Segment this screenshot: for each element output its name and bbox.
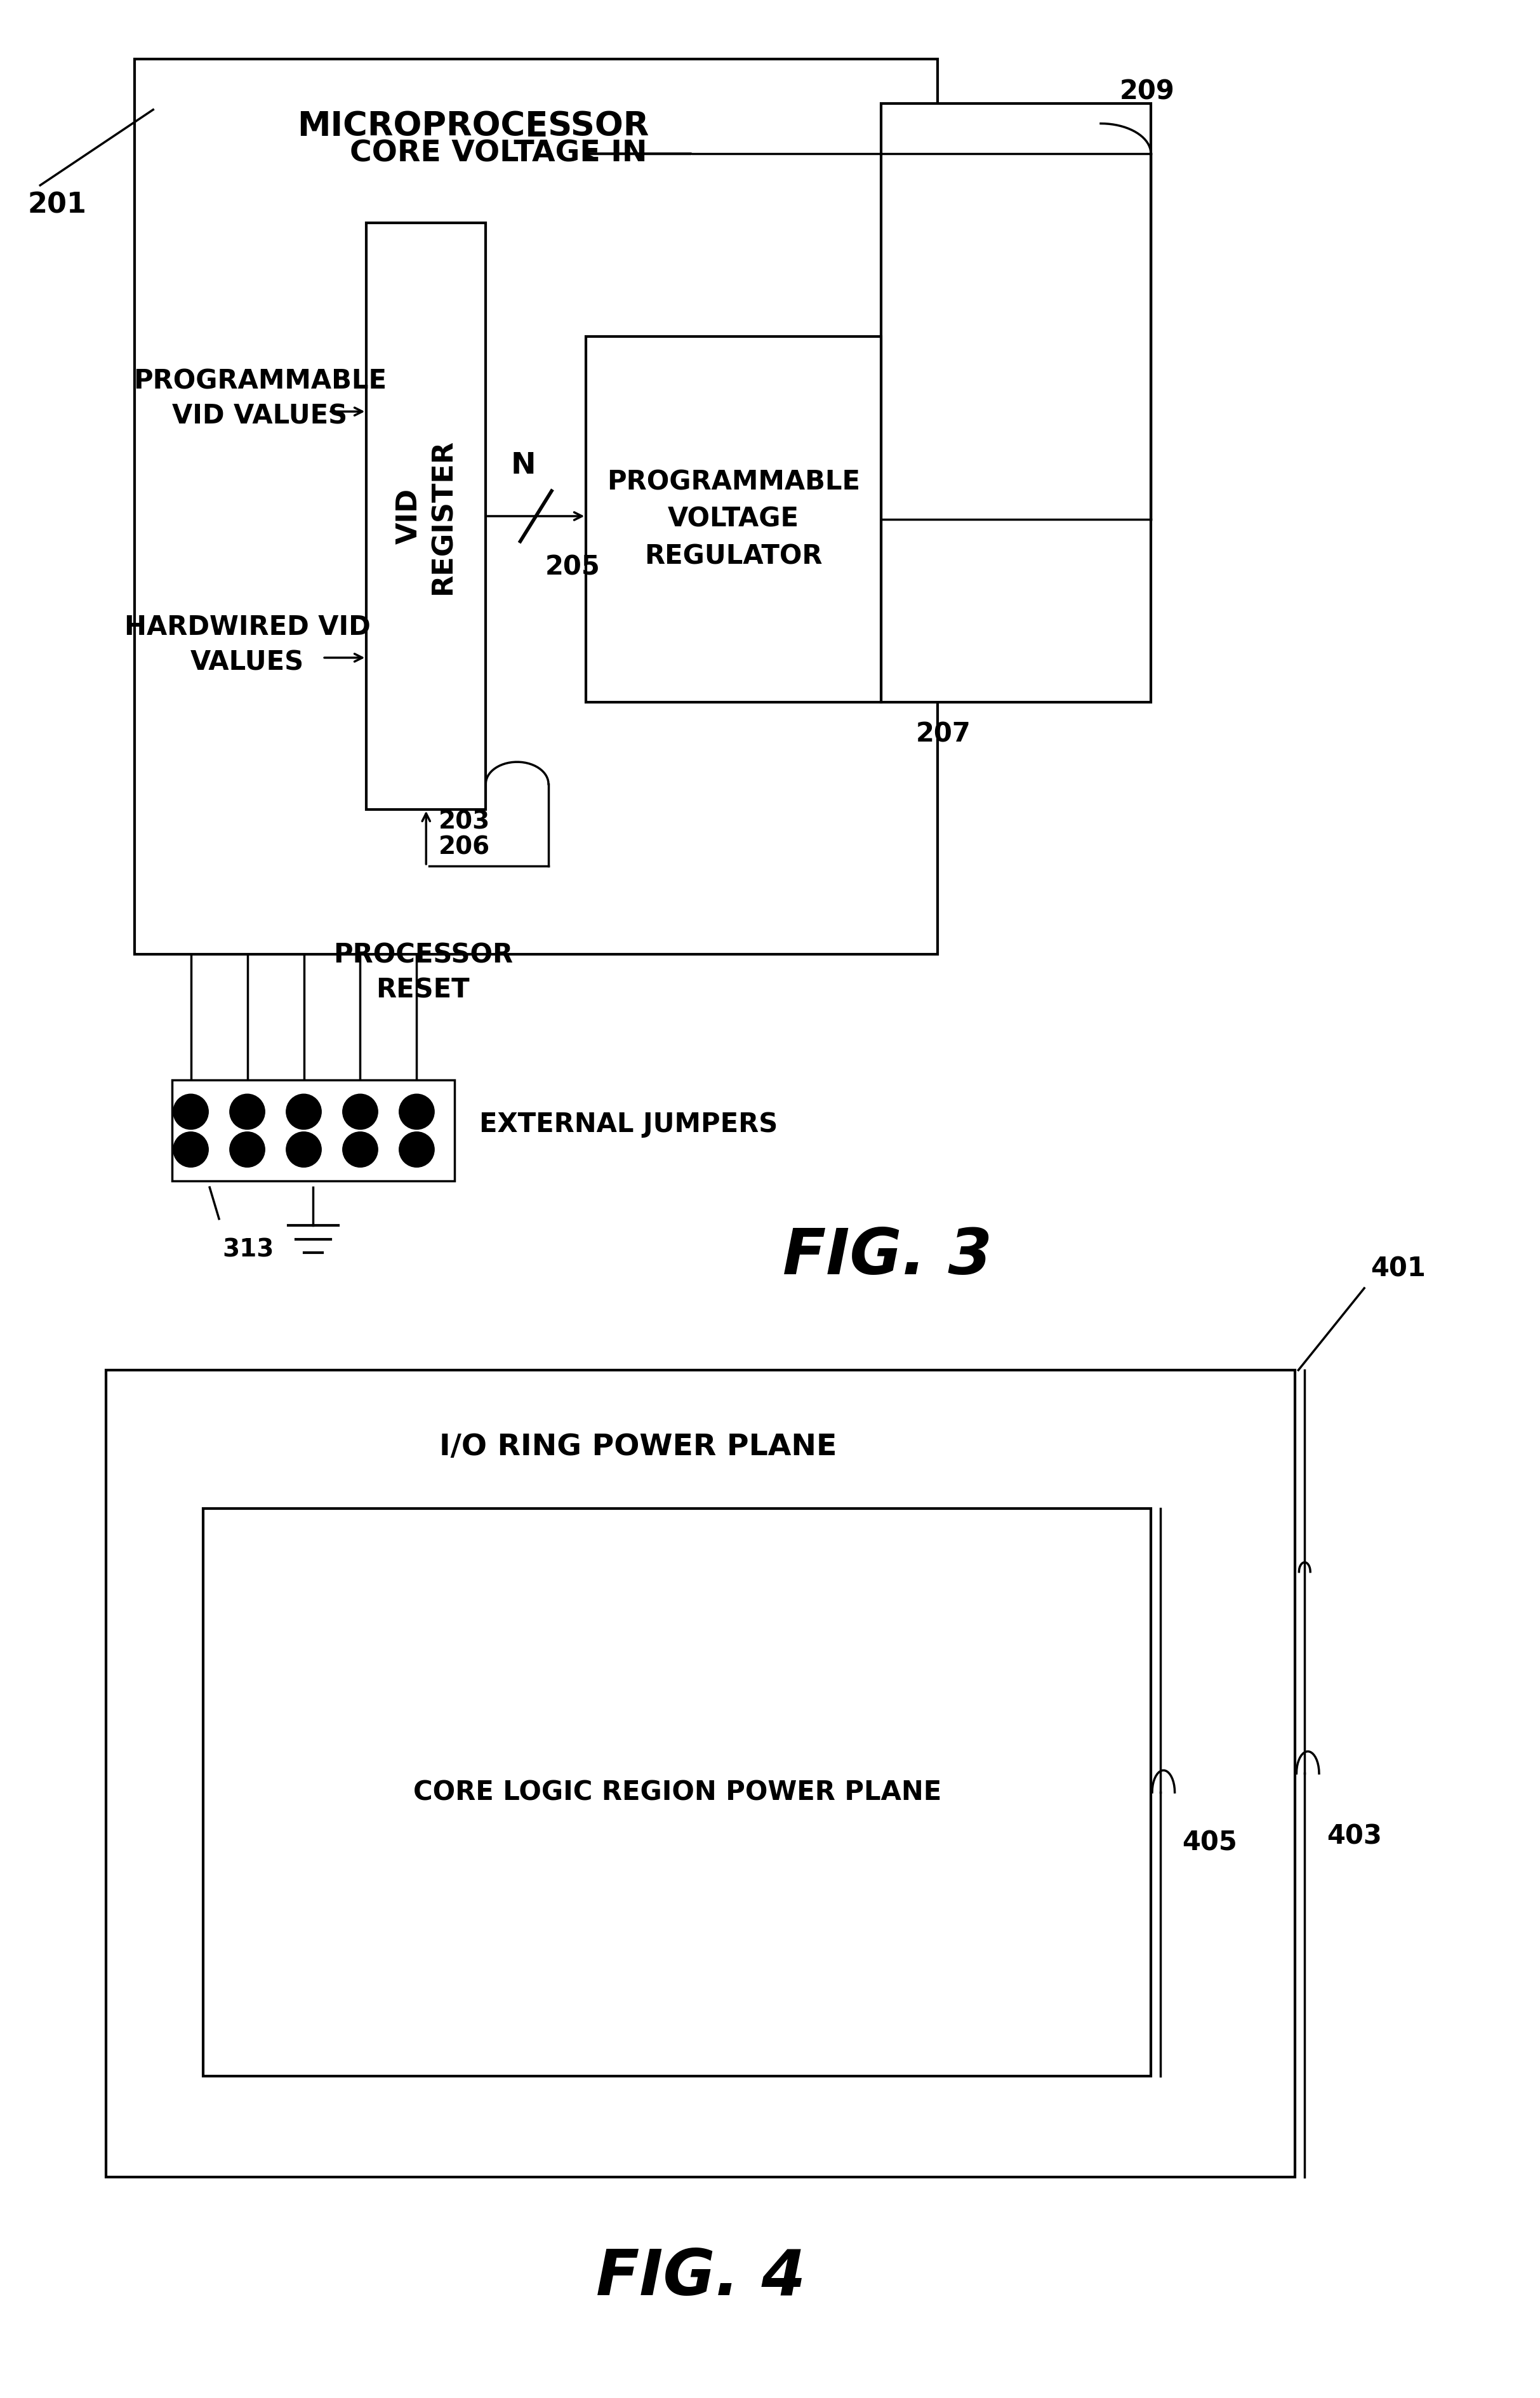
Text: 205: 205 <box>545 554 601 580</box>
Text: 209: 209 <box>1120 79 1175 106</box>
Text: VID
REGISTER: VID REGISTER <box>396 439 457 595</box>
Text: CORE VOLTAGE IN: CORE VOLTAGE IN <box>350 139 647 168</box>
Text: 207: 207 <box>916 722 970 748</box>
Text: 201: 201 <box>28 192 86 218</box>
Text: PROGRAMMABLE
VID VALUES: PROGRAMMABLE VID VALUES <box>132 367 387 429</box>
Circle shape <box>343 1132 377 1168</box>
Bar <box>881 103 1150 703</box>
Bar <box>587 336 881 703</box>
Text: PROGRAMMABLE
VOLTAGE
REGULATOR: PROGRAMMABLE VOLTAGE REGULATOR <box>607 470 861 571</box>
Circle shape <box>286 1093 322 1129</box>
Text: FIG. 4: FIG. 4 <box>596 2247 805 2309</box>
Circle shape <box>399 1132 434 1168</box>
Text: PROCESSOR
RESET: PROCESSOR RESET <box>333 942 513 1002</box>
Circle shape <box>172 1132 208 1168</box>
Text: I/O RING POWER PLANE: I/O RING POWER PLANE <box>439 1434 836 1463</box>
Circle shape <box>229 1132 265 1168</box>
Text: 403: 403 <box>1326 1822 1381 1849</box>
Text: 206: 206 <box>439 835 490 858</box>
Text: 203: 203 <box>439 811 490 835</box>
Circle shape <box>172 1093 208 1129</box>
Text: CORE LOGIC REGION POWER PLANE: CORE LOGIC REGION POWER PLANE <box>413 1779 941 1806</box>
Circle shape <box>399 1093 434 1129</box>
Text: N: N <box>511 451 536 480</box>
Bar <box>106 1369 1295 2177</box>
Text: 401: 401 <box>1371 1254 1426 1283</box>
Text: HARDWIRED VID
VALUES: HARDWIRED VID VALUES <box>125 614 370 676</box>
Circle shape <box>229 1093 265 1129</box>
Text: MICROPROCESSOR: MICROPROCESSOR <box>297 110 650 141</box>
Bar <box>203 1508 1150 2077</box>
Text: 313: 313 <box>222 1237 274 1261</box>
Bar <box>134 60 938 954</box>
Text: EXTERNAL JUMPERS: EXTERNAL JUMPERS <box>479 1110 778 1137</box>
Circle shape <box>343 1093 377 1129</box>
Circle shape <box>286 1132 322 1168</box>
Bar <box>172 1079 454 1182</box>
Bar <box>367 223 485 808</box>
Text: FIG. 3: FIG. 3 <box>782 1225 992 1288</box>
Text: 405: 405 <box>1183 1830 1237 1856</box>
